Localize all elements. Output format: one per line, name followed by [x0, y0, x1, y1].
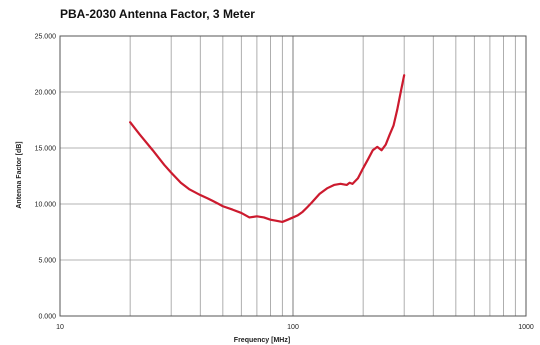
y-tick-label: 20.000: [35, 90, 57, 97]
series-line: [129, 74, 406, 224]
plot-frame: [59, 35, 527, 317]
x-tick-label: 1000: [518, 324, 534, 331]
y-tick-label: 0.000: [38, 314, 56, 321]
y-tick-label: 25.000: [35, 34, 57, 41]
x-axis-title: Frequency [MHz]: [234, 337, 290, 344]
x-tick-label: 100: [287, 324, 299, 331]
x-tick-label: 10: [56, 324, 64, 331]
plot-border: [59, 35, 527, 317]
y-axis-title: Antenna Factor [dB]: [16, 141, 23, 208]
y-tick-label: 15.000: [35, 146, 57, 153]
y-tick-label: 10.000: [35, 202, 57, 209]
grid: [59, 35, 527, 317]
series-layer: [129, 74, 406, 224]
y-tick-labels: 0.000 5.000 10.000 15.000 20.000 25.000: [35, 34, 57, 321]
x-tick-labels: 10 100 1000: [56, 324, 534, 331]
y-tick-label: 5.000: [38, 258, 56, 265]
chart-title: PBA-2030 Antenna Factor, 3 Meter: [60, 7, 255, 21]
